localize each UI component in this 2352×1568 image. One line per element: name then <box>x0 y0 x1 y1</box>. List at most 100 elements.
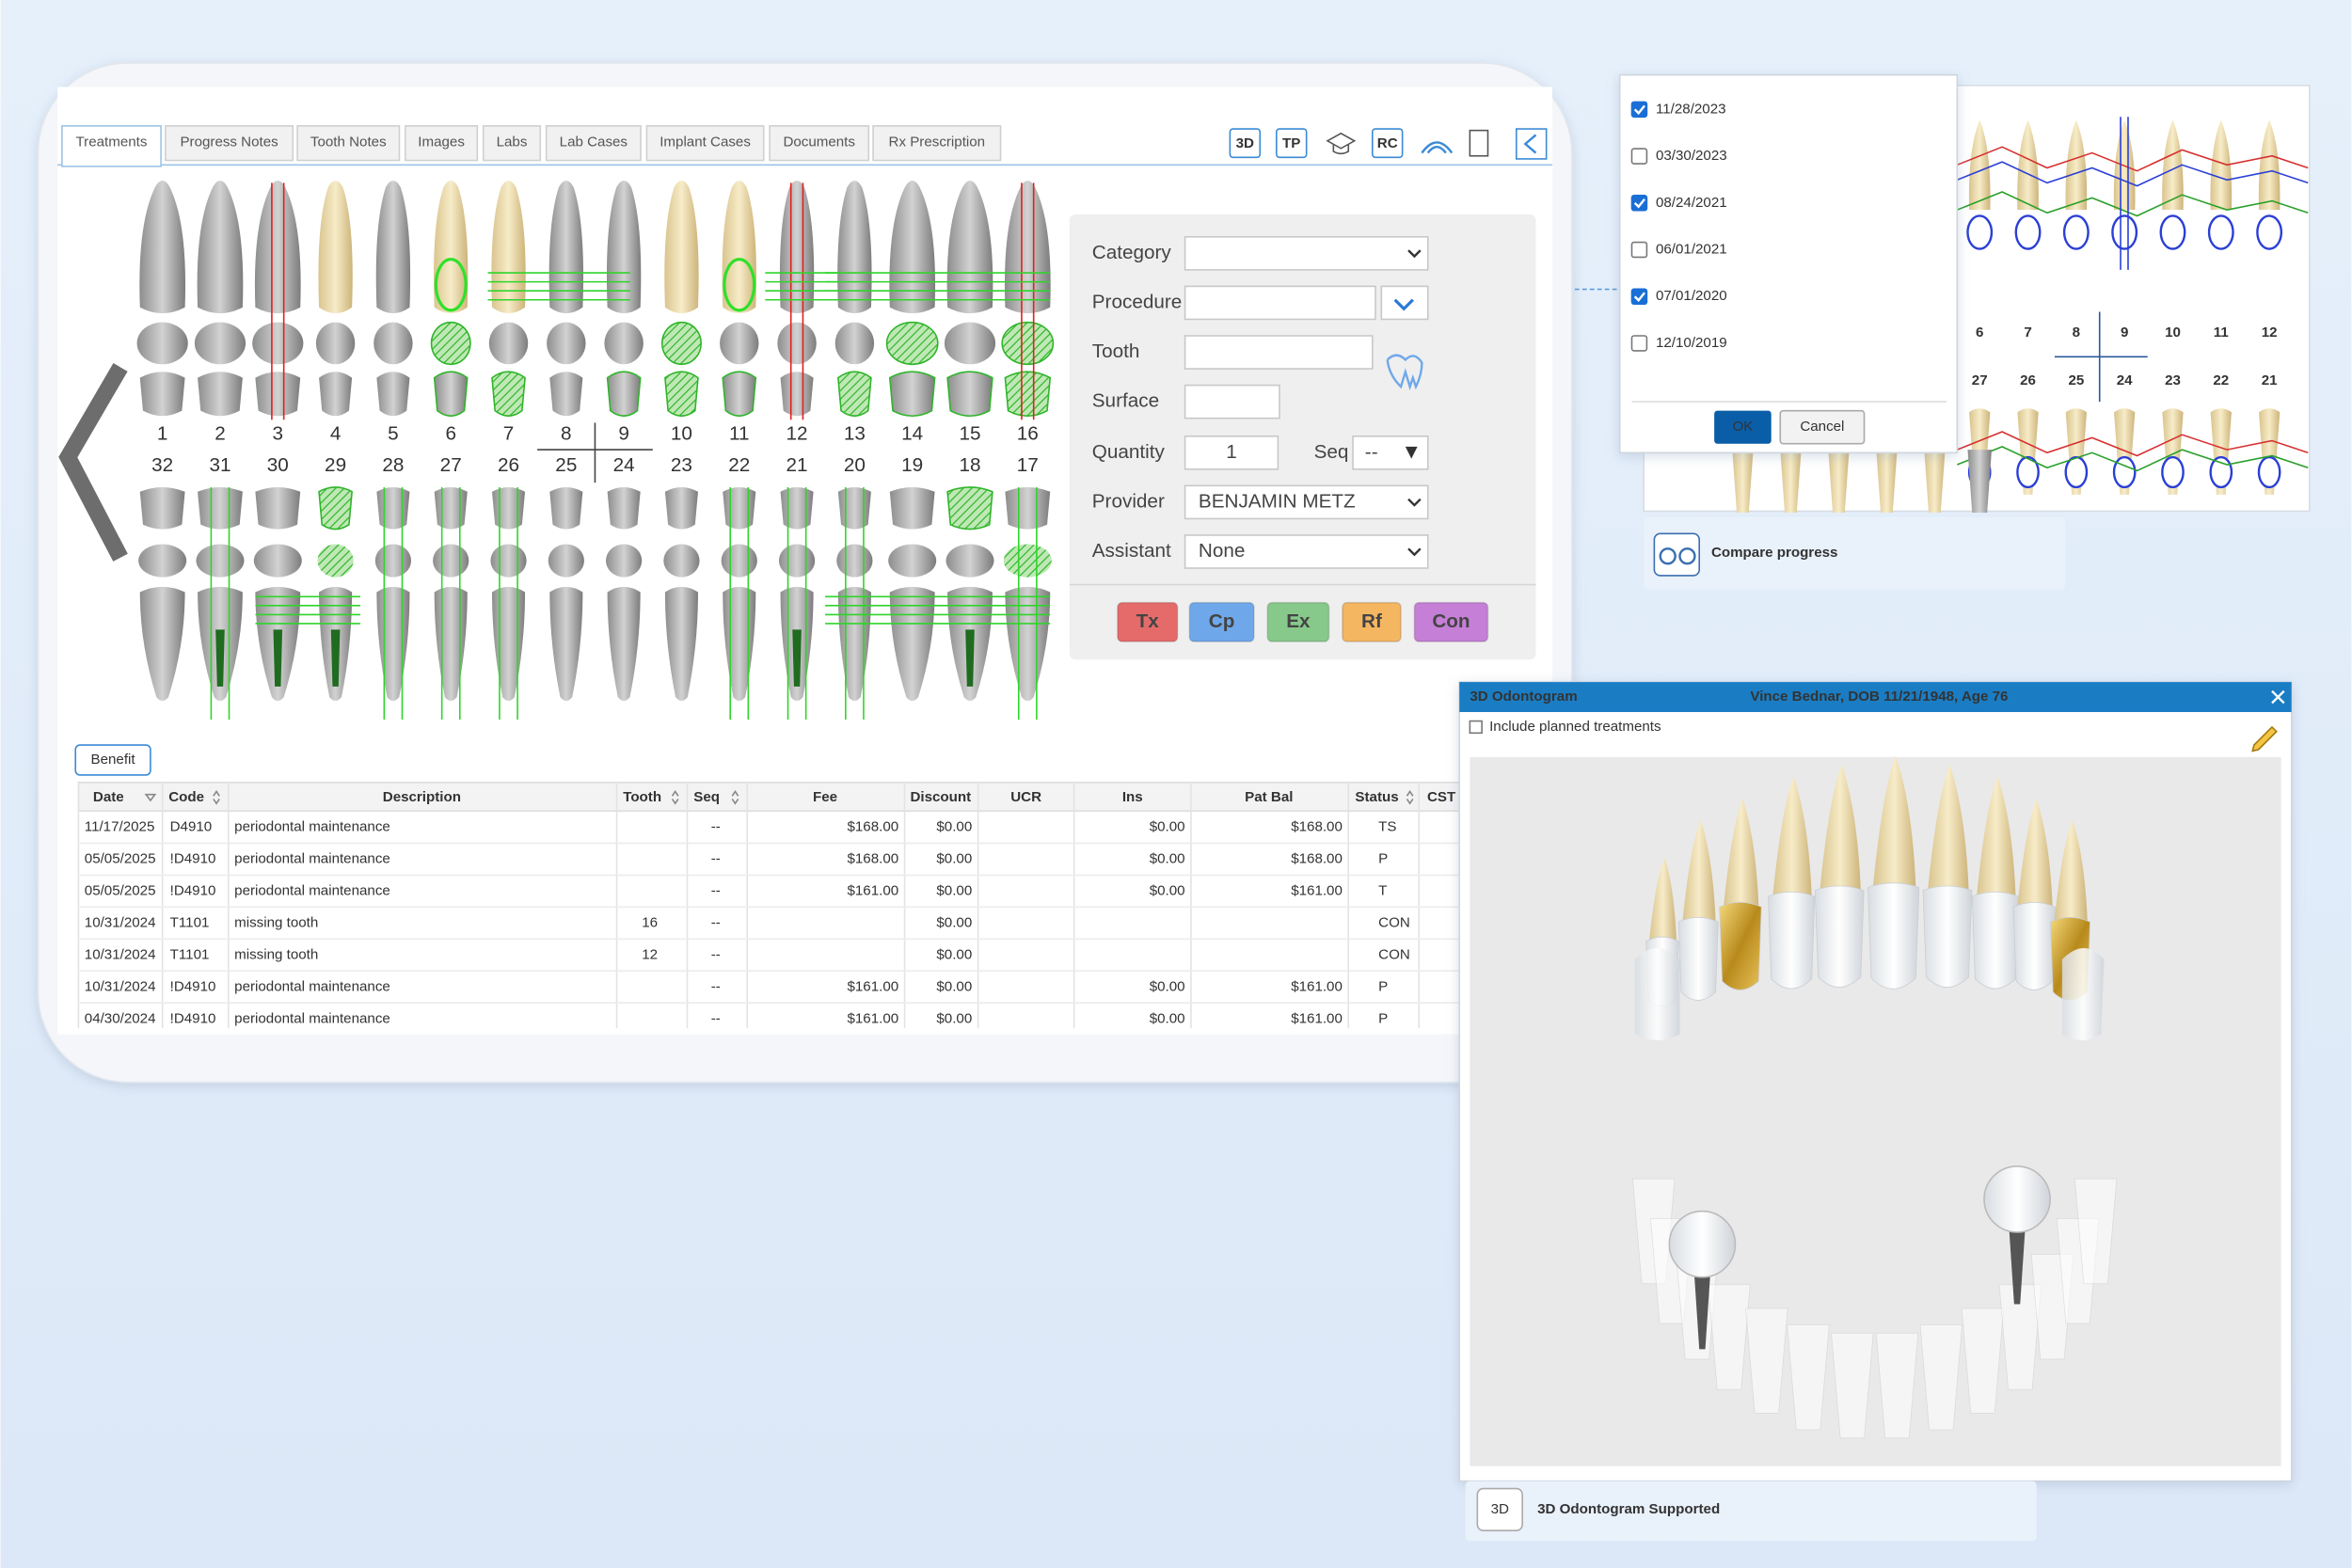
table-cell: $161.00 <box>1291 883 1343 899</box>
tooth-number: 19 <box>901 454 923 476</box>
molar <box>2061 948 2105 1041</box>
benefit-button[interactable] <box>74 744 151 776</box>
toolbar-icon[interactable] <box>1275 128 1308 159</box>
tooth-crown <box>376 372 410 417</box>
input[interactable] <box>1184 285 1376 321</box>
select[interactable] <box>1184 236 1429 271</box>
button-label: Con <box>1432 610 1470 632</box>
tooth-lower <box>1875 1332 1919 1439</box>
tooth-number: 22 <box>2213 372 2229 388</box>
tooth-upper <box>254 181 301 314</box>
edit-icon[interactable] <box>2251 725 2278 752</box>
tab[interactable] <box>769 125 870 162</box>
tooth-upper <box>2258 119 2280 211</box>
tooth-upper <box>722 181 756 314</box>
checkbox[interactable] <box>1469 720 1483 735</box>
tab[interactable] <box>61 125 162 167</box>
column-header: CST <box>1427 789 1456 805</box>
caption: Compare progress <box>1711 545 1838 561</box>
tooth-outline <box>2257 455 2281 489</box>
tab[interactable] <box>405 125 479 162</box>
window-title: 3D Odontogram <box>1470 689 1577 705</box>
table-cell: -- <box>711 915 721 931</box>
checkbox[interactable] <box>1630 288 1648 305</box>
toolbar-icon[interactable] <box>1371 128 1404 159</box>
chevron <box>1405 446 1418 459</box>
tooth-outline <box>2064 455 2089 489</box>
close-button[interactable] <box>2271 689 2285 705</box>
action-button[interactable] <box>1266 601 1330 642</box>
cancel-button[interactable] <box>1779 409 1866 445</box>
table-cell: periodontal maintenance <box>234 1010 390 1026</box>
checkbox[interactable] <box>1630 241 1648 259</box>
checkbox[interactable] <box>1630 195 1648 212</box>
tooth-occlusal <box>488 322 529 365</box>
tooth-outline <box>2209 455 2233 489</box>
chevron <box>1393 298 1414 311</box>
sort-icon <box>1406 790 1414 805</box>
toolbar-icon[interactable] <box>1515 128 1548 160</box>
action-button[interactable] <box>1413 601 1489 642</box>
root-canal <box>965 629 975 687</box>
toolbar-icon[interactable] <box>1469 129 1489 157</box>
table-cell: periodontal maintenance <box>234 978 390 994</box>
checkbox-label: Include planned treatments <box>1489 719 1661 735</box>
tooth-occlusal <box>252 322 304 365</box>
input[interactable] <box>1184 384 1280 420</box>
table-cell: missing tooth <box>234 946 318 962</box>
table-cell: -- <box>711 978 721 994</box>
tooth-occlusal <box>196 544 245 578</box>
tooth-number: 20 <box>844 454 866 476</box>
tab[interactable] <box>872 125 1002 162</box>
field-label: Assistant <box>1092 540 1171 562</box>
tab[interactable] <box>482 125 542 162</box>
select[interactable] <box>1184 534 1429 569</box>
tooth-crown <box>723 486 756 530</box>
tooth-lower <box>549 586 583 702</box>
table-cell: $161.00 <box>847 978 898 994</box>
table-cell: $0.00 <box>1150 978 1185 994</box>
tooth-number: 31 <box>209 454 230 476</box>
ok-button[interactable] <box>1714 410 1772 444</box>
action-button[interactable] <box>1117 601 1179 642</box>
tooth-crown <box>946 486 993 531</box>
checkbox[interactable] <box>1630 335 1648 352</box>
input[interactable] <box>1184 435 1279 470</box>
table-cell: $0.00 <box>1150 1010 1185 1026</box>
tab-label: Images <box>418 134 465 150</box>
progress-line <box>1957 146 2309 172</box>
tooth-upper <box>197 181 244 314</box>
prev-arrow[interactable] <box>58 363 128 562</box>
tab[interactable] <box>296 125 401 162</box>
table-cell: 12 <box>642 946 658 962</box>
toolbar-icon[interactable] <box>1326 132 1357 155</box>
action-button[interactable] <box>1188 601 1255 642</box>
tooth-upper <box>2113 119 2136 211</box>
checkbox[interactable] <box>1630 101 1648 119</box>
toolbar-icon[interactable] <box>1229 128 1262 159</box>
table-cell: -- <box>711 819 721 835</box>
root-canal <box>330 629 341 687</box>
toolbar-icon[interactable] <box>1421 141 1454 154</box>
table-cell: $0.00 <box>936 946 972 962</box>
select[interactable] <box>1352 435 1429 470</box>
tab[interactable] <box>645 125 765 162</box>
toolbar-text: 3D <box>1236 135 1254 151</box>
dropdown-button[interactable] <box>1380 285 1429 321</box>
table-cell: !D4910 <box>170 851 216 867</box>
tab[interactable] <box>165 125 294 162</box>
tab[interactable] <box>545 125 642 162</box>
table-cell: T <box>1378 883 1387 899</box>
table-cell: $161.00 <box>847 1010 898 1026</box>
tooth-root <box>1872 755 1916 888</box>
select[interactable] <box>1184 484 1429 520</box>
action-button[interactable] <box>1342 601 1402 642</box>
tooth-upper <box>2065 119 2088 211</box>
tooth-lower <box>1924 450 1946 514</box>
tooth-occlusal <box>315 322 356 365</box>
toolbar-icon <box>1523 134 1537 154</box>
tooth-occlusal <box>888 544 937 578</box>
tooth-crown <box>1768 891 1816 990</box>
input[interactable] <box>1184 335 1374 370</box>
checkbox[interactable] <box>1630 148 1648 165</box>
